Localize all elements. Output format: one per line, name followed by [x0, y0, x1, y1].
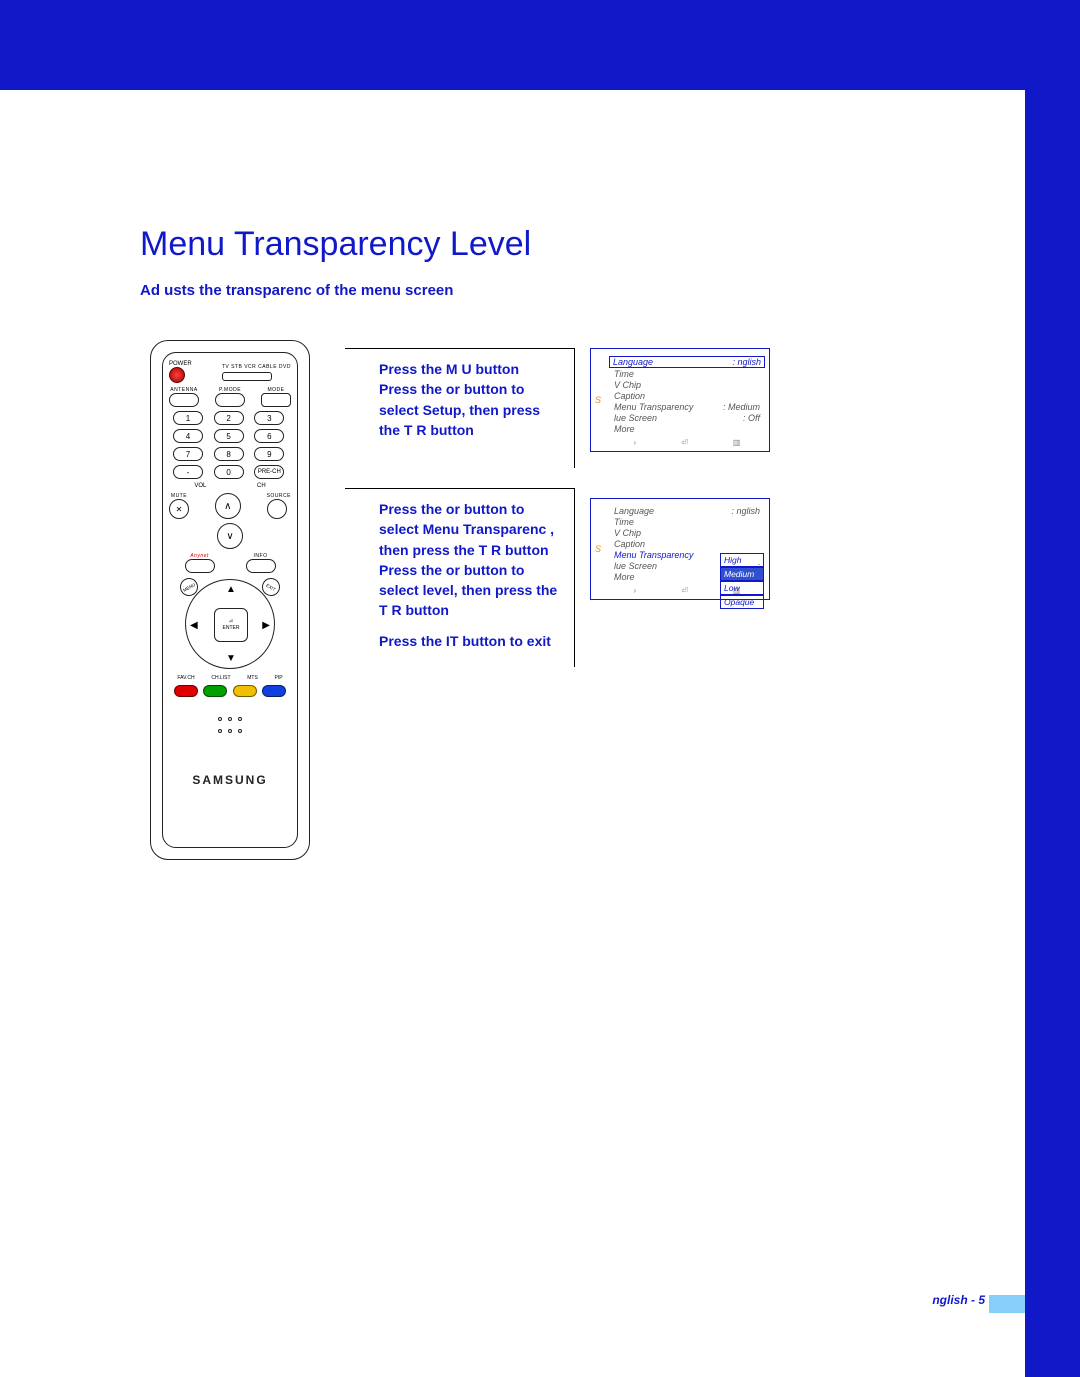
mode-selector: [222, 372, 272, 381]
step-2-line2: Press the or button to select level, the…: [379, 560, 560, 621]
menu-screenshot-2: S Language: nglish Time V Chip Caption M…: [590, 498, 770, 600]
step-1: Press the M U button Press the or button…: [345, 348, 575, 468]
vol-up: ∧: [215, 493, 241, 519]
yellow-button: [233, 685, 257, 697]
vol-down: ∨: [217, 523, 243, 549]
menu-screenshot-1: S Language: nglish Time V Chip Caption M…: [590, 348, 770, 452]
page-number-block: [989, 1295, 1025, 1313]
dpad: MENU EXIT ▲ ▼ ◀ ▶ ⏎ENTER: [185, 579, 275, 669]
blue-button: [262, 685, 286, 697]
step-1-line1: Press the M U button: [379, 359, 560, 379]
power-button: [169, 367, 185, 383]
number-pad: 1 2 3 4 5 6 7 8 9 - 0 PRE-CH: [173, 411, 287, 479]
green-button: [203, 685, 227, 697]
red-button: [174, 685, 198, 697]
transparency-popup: High Medium Low Opaque: [720, 553, 764, 609]
mode-labels: TV STB VCR CABLE DVD: [222, 364, 291, 370]
page-title: Menu Transparency Level: [140, 225, 940, 264]
page-number: nglish - 5: [932, 1293, 985, 1307]
remote-illustration: POWER TV STB VCR CABLE DVD ANTENNA P.MOD…: [150, 340, 310, 860]
brand-logo: SAMSUNG: [169, 773, 291, 787]
step-1-line2: Press the or button to select Setup, the…: [379, 379, 560, 440]
source-button: [267, 499, 287, 519]
page-subtitle: Ad usts the transparenc of the menu scre…: [140, 282, 940, 299]
mute-button: ✕: [169, 499, 189, 519]
step-2-line1: Press the or button to select Menu Trans…: [379, 499, 560, 560]
step-2: Press the or button to select Menu Trans…: [345, 488, 575, 667]
power-label: POWER: [169, 361, 192, 367]
step-2-line3: Press the IT button to exit: [379, 631, 560, 651]
